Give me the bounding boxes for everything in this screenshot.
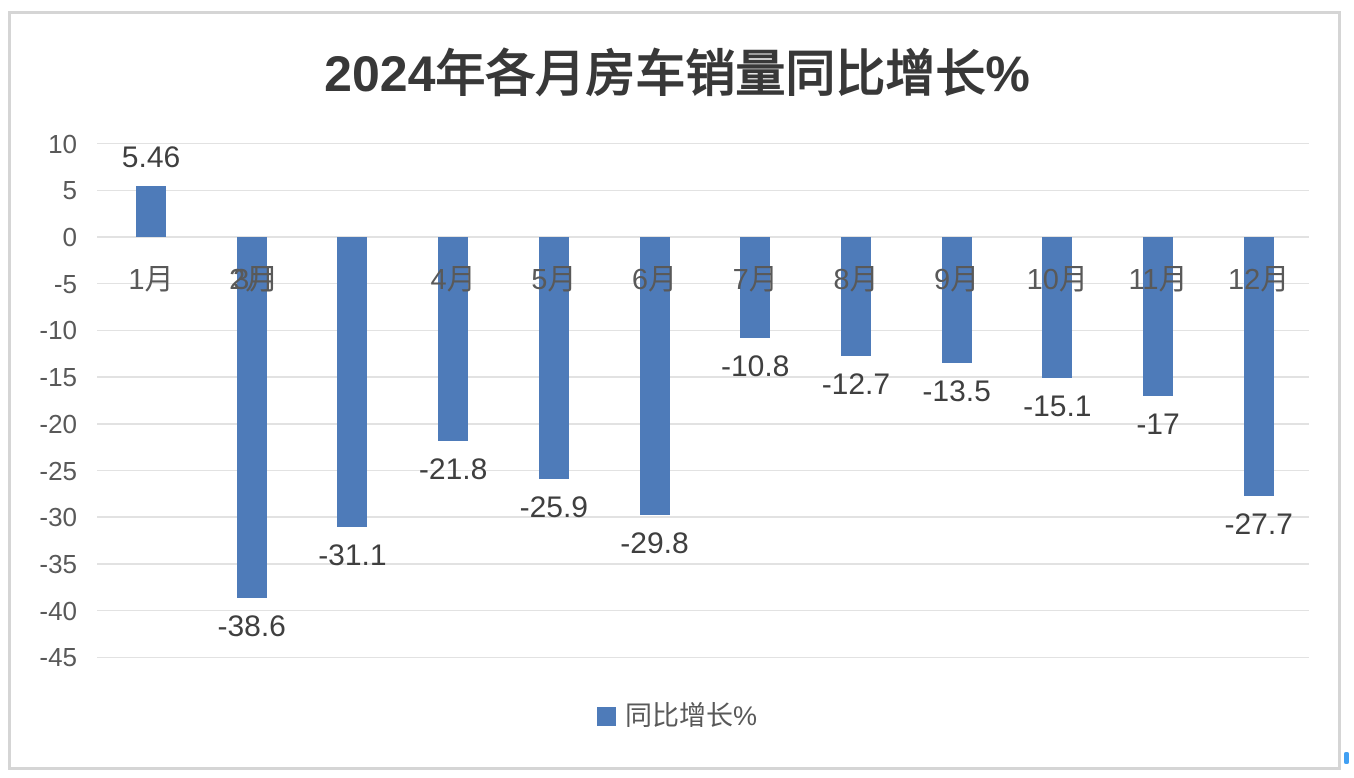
bar-data-label: -31.1	[318, 539, 387, 573]
bar-data-label: -15.1	[1023, 390, 1092, 424]
legend-series-label: 同比增长%	[624, 701, 757, 731]
bar-6月	[639, 237, 670, 516]
gridline	[97, 376, 1309, 378]
y-axis-tick-label: -5	[53, 268, 77, 299]
x-axis-category-label: 6月	[631, 264, 678, 296]
bar-data-label: -27.7	[1224, 507, 1293, 541]
x-axis-category-label: 12月	[1228, 264, 1290, 296]
x-axis-category-label: 1月	[128, 264, 174, 296]
bar-1月	[136, 186, 166, 237]
bar-data-label: 5.46	[121, 141, 181, 174]
bar-data-label: -38.6	[217, 609, 286, 643]
x-axis-category-label: 5月	[531, 264, 577, 296]
bar-data-label: -25.9	[519, 490, 588, 524]
y-axis-tick-label: 10	[48, 128, 77, 159]
y-axis-tick-label: -40	[39, 595, 77, 626]
y-axis-tick-label: -15	[39, 362, 77, 393]
bar-10月	[1042, 237, 1073, 379]
gridline	[97, 189, 1309, 192]
bar-4月	[438, 237, 469, 441]
legend: 同比增长%	[0, 701, 1354, 731]
y-axis-tick-label: -25	[39, 455, 77, 486]
x-axis-category-label: 2月	[229, 264, 275, 296]
gridline	[97, 656, 1309, 659]
bar-9月	[941, 237, 972, 364]
gridline	[97, 282, 1309, 285]
y-axis-tick-label: -20	[39, 408, 77, 439]
x-axis-category-label: 9月	[934, 264, 980, 296]
gridline	[97, 423, 1309, 425]
y-axis-tick-label: -35	[39, 548, 77, 579]
chart-title: 2024年各月房车销量同比增长%	[324, 46, 1030, 102]
bar-2月	[236, 237, 267, 598]
y-axis-tick-label: -45	[39, 642, 77, 673]
x-axis-category-label: 7月	[732, 264, 778, 296]
gridline	[97, 142, 1309, 145]
gridline	[97, 236, 1309, 238]
gridline	[97, 329, 1309, 332]
x-axis-category-label: 4月	[430, 264, 476, 296]
chart-border-frame	[8, 11, 1341, 770]
x-axis-category-label: 8月	[833, 264, 879, 296]
bar-3月	[337, 237, 368, 528]
y-axis-tick-label: 5	[62, 175, 77, 206]
gridline	[97, 516, 1309, 518]
bar-data-label: -29.8	[620, 527, 689, 561]
gridline	[97, 469, 1309, 472]
bar-11月	[1143, 237, 1173, 396]
legend-swatch-icon	[596, 706, 616, 726]
y-axis-tick-label: -10	[39, 315, 77, 346]
gridline	[97, 563, 1309, 565]
gridline	[97, 609, 1309, 612]
bar-data-label: -17	[1136, 407, 1180, 441]
bar-12月	[1243, 237, 1274, 496]
bar-data-label: -13.5	[922, 375, 991, 409]
x-axis-category-label: 3月	[233, 264, 279, 296]
x-axis-category-label: 10月	[1026, 264, 1088, 296]
bar-data-label: -10.8	[720, 349, 790, 383]
bar-data-label: -21.8	[418, 452, 488, 486]
bar-data-label: -12.7	[821, 367, 891, 401]
x-axis-category-label: 11月	[1128, 264, 1188, 296]
bar-7月	[740, 237, 771, 338]
bar-8月	[840, 237, 871, 356]
blue-artifact-mark	[1344, 752, 1349, 764]
y-axis-tick-label: -30	[39, 502, 77, 533]
y-axis-tick-label: 0	[62, 222, 77, 252]
bar-5月	[538, 237, 569, 479]
